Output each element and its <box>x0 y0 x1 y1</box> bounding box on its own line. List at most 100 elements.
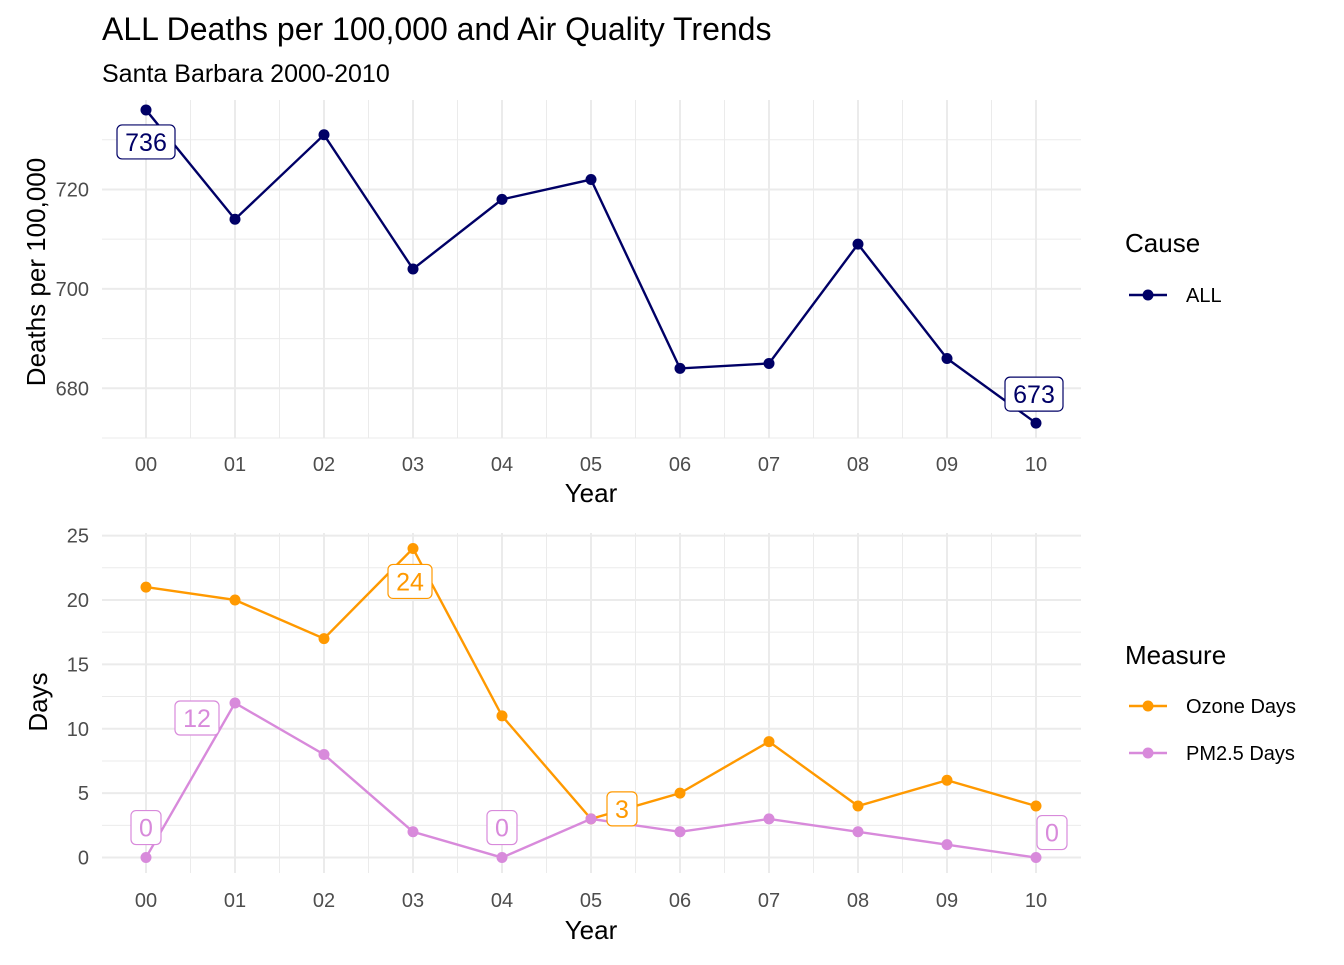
data-label-text: 3 <box>615 796 629 824</box>
days-panel-x-tick-label: 08 <box>847 890 869 912</box>
all-point <box>941 352 953 364</box>
days-panel-x-axis-title: Year <box>565 915 618 945</box>
deaths-panel-x-tick-label: 09 <box>936 454 958 476</box>
all-point <box>585 174 597 186</box>
pm2-5-days-point <box>407 826 419 838</box>
days-panel-x-tick-label: 05 <box>580 890 602 912</box>
pm2-5-days-point <box>852 826 864 838</box>
deaths-panel-x-axis-title: Year <box>565 478 618 508</box>
ozone-days-point <box>852 800 864 812</box>
days-panel-x-tick-label: 02 <box>313 890 335 912</box>
data-label-text: 12 <box>183 705 211 733</box>
pm2-5-days-point <box>1030 852 1042 864</box>
deaths-panel-x-tick-label: 08 <box>847 454 869 476</box>
deaths-panel-y-tick-label: 680 <box>56 378 89 400</box>
ozone-days-point <box>941 774 953 786</box>
days-panel-x-tick-label: 09 <box>936 890 958 912</box>
deaths-panel-x-tick-label: 07 <box>758 454 780 476</box>
all-point <box>674 362 686 374</box>
all-point <box>140 104 152 116</box>
deaths-panel-x-tick-label: 06 <box>669 454 691 476</box>
days-panel-y-tick-label: 5 <box>78 783 89 805</box>
legend-key-point <box>1142 289 1154 301</box>
pm2-5-days-point <box>585 813 597 825</box>
deaths-panel-y-tick-label: 700 <box>56 279 89 301</box>
pm2-5-days-point <box>229 697 241 709</box>
days-panel-x-tick-label: 01 <box>224 890 246 912</box>
all-point <box>407 263 419 275</box>
days-panel-y-tick-label: 0 <box>78 848 89 870</box>
days-panel-x-tick-label: 06 <box>669 890 691 912</box>
deaths-panel-x-tick-label: 01 <box>224 454 246 476</box>
data-label-box <box>116 124 176 160</box>
pm2-5-days-point <box>674 826 686 838</box>
all-point <box>318 129 330 141</box>
legend-item-all: ALL <box>1129 285 1222 307</box>
all-point <box>496 193 508 205</box>
days-panel-y-tick-label: 10 <box>67 719 89 741</box>
data-label: 673 <box>1004 376 1064 412</box>
pm2-5-days-point <box>763 813 775 825</box>
data-label-text: 0 <box>495 815 509 843</box>
days-panel-x-tick-label: 00 <box>135 890 157 912</box>
data-label-box <box>606 791 638 827</box>
data-label: 0 <box>130 809 162 846</box>
ozone-days-point <box>407 542 419 554</box>
pm2-5-days-point <box>496 852 508 864</box>
data-label-text: 0 <box>139 815 153 843</box>
days-panel-x-tick-label: 07 <box>758 890 780 912</box>
data-label-text: 736 <box>125 129 167 157</box>
deaths-panel-legend-title: Cause <box>1125 228 1200 258</box>
data-label-box <box>387 563 433 600</box>
ozone-days-point <box>1030 800 1042 812</box>
legend-item-pm2-5-days: PM2.5 Days <box>1129 743 1295 765</box>
data-label-box <box>1004 376 1064 412</box>
legend-key-point <box>1142 700 1154 712</box>
data-label-text: 673 <box>1013 381 1055 409</box>
legend-label: PM2.5 Days <box>1186 743 1295 765</box>
pm2-5-days-point <box>140 852 152 864</box>
data-label-box <box>130 809 162 846</box>
ozone-days-point <box>763 736 775 748</box>
pm2-5-days-point <box>941 839 953 851</box>
deaths-panel-y-axis-title: Deaths per 100,000 <box>21 158 51 386</box>
days-panel-y-tick-label: 20 <box>67 590 89 612</box>
data-label: 12 <box>174 700 220 736</box>
deaths-panel-x-tick-label: 10 <box>1025 454 1047 476</box>
data-label-box <box>174 700 220 736</box>
chart-subtitle: Santa Barbara 2000-2010 <box>102 60 390 88</box>
deaths-panel-x-tick-label: 05 <box>580 454 602 476</box>
all-point <box>763 357 775 369</box>
ozone-days-point <box>140 581 152 593</box>
deaths-panel-x-tick-label: 04 <box>491 454 513 476</box>
days-panel-x-tick-label: 10 <box>1025 890 1047 912</box>
ozone-days-point <box>229 594 241 606</box>
legend-key-point <box>1142 747 1154 759</box>
chart-title: ALL Deaths per 100,000 and Air Quality T… <box>102 11 771 47</box>
legend-label: Ozone Days <box>1186 696 1296 718</box>
deaths-panel-y-tick-label: 720 <box>56 179 89 201</box>
legend-label: ALL <box>1186 285 1222 307</box>
deaths-panel-x-tick-label: 02 <box>313 454 335 476</box>
days-panel-x-tick-label: 04 <box>491 890 513 912</box>
ozone-days-point <box>674 787 686 799</box>
deaths-panel-x-tick-label: 00 <box>135 454 157 476</box>
data-label: 0 <box>1036 814 1068 851</box>
all-point <box>229 213 241 225</box>
data-label-box <box>1036 814 1068 851</box>
days-panel-y-tick-label: 15 <box>67 654 89 676</box>
data-label-box <box>486 809 518 846</box>
data-label: 0 <box>486 809 518 846</box>
legend-item-ozone-days: Ozone Days <box>1129 696 1296 718</box>
days-panel-y-axis-title: Days <box>23 672 53 731</box>
data-label-text: 24 <box>396 568 424 596</box>
days-panel-x-tick-label: 03 <box>402 890 424 912</box>
days-panel-y-tick-label: 25 <box>67 526 89 548</box>
all-point <box>1030 417 1042 429</box>
data-label: 3 <box>606 791 638 827</box>
ozone-days-point <box>318 633 330 645</box>
days-panel-legend-title: Measure <box>1125 640 1226 670</box>
